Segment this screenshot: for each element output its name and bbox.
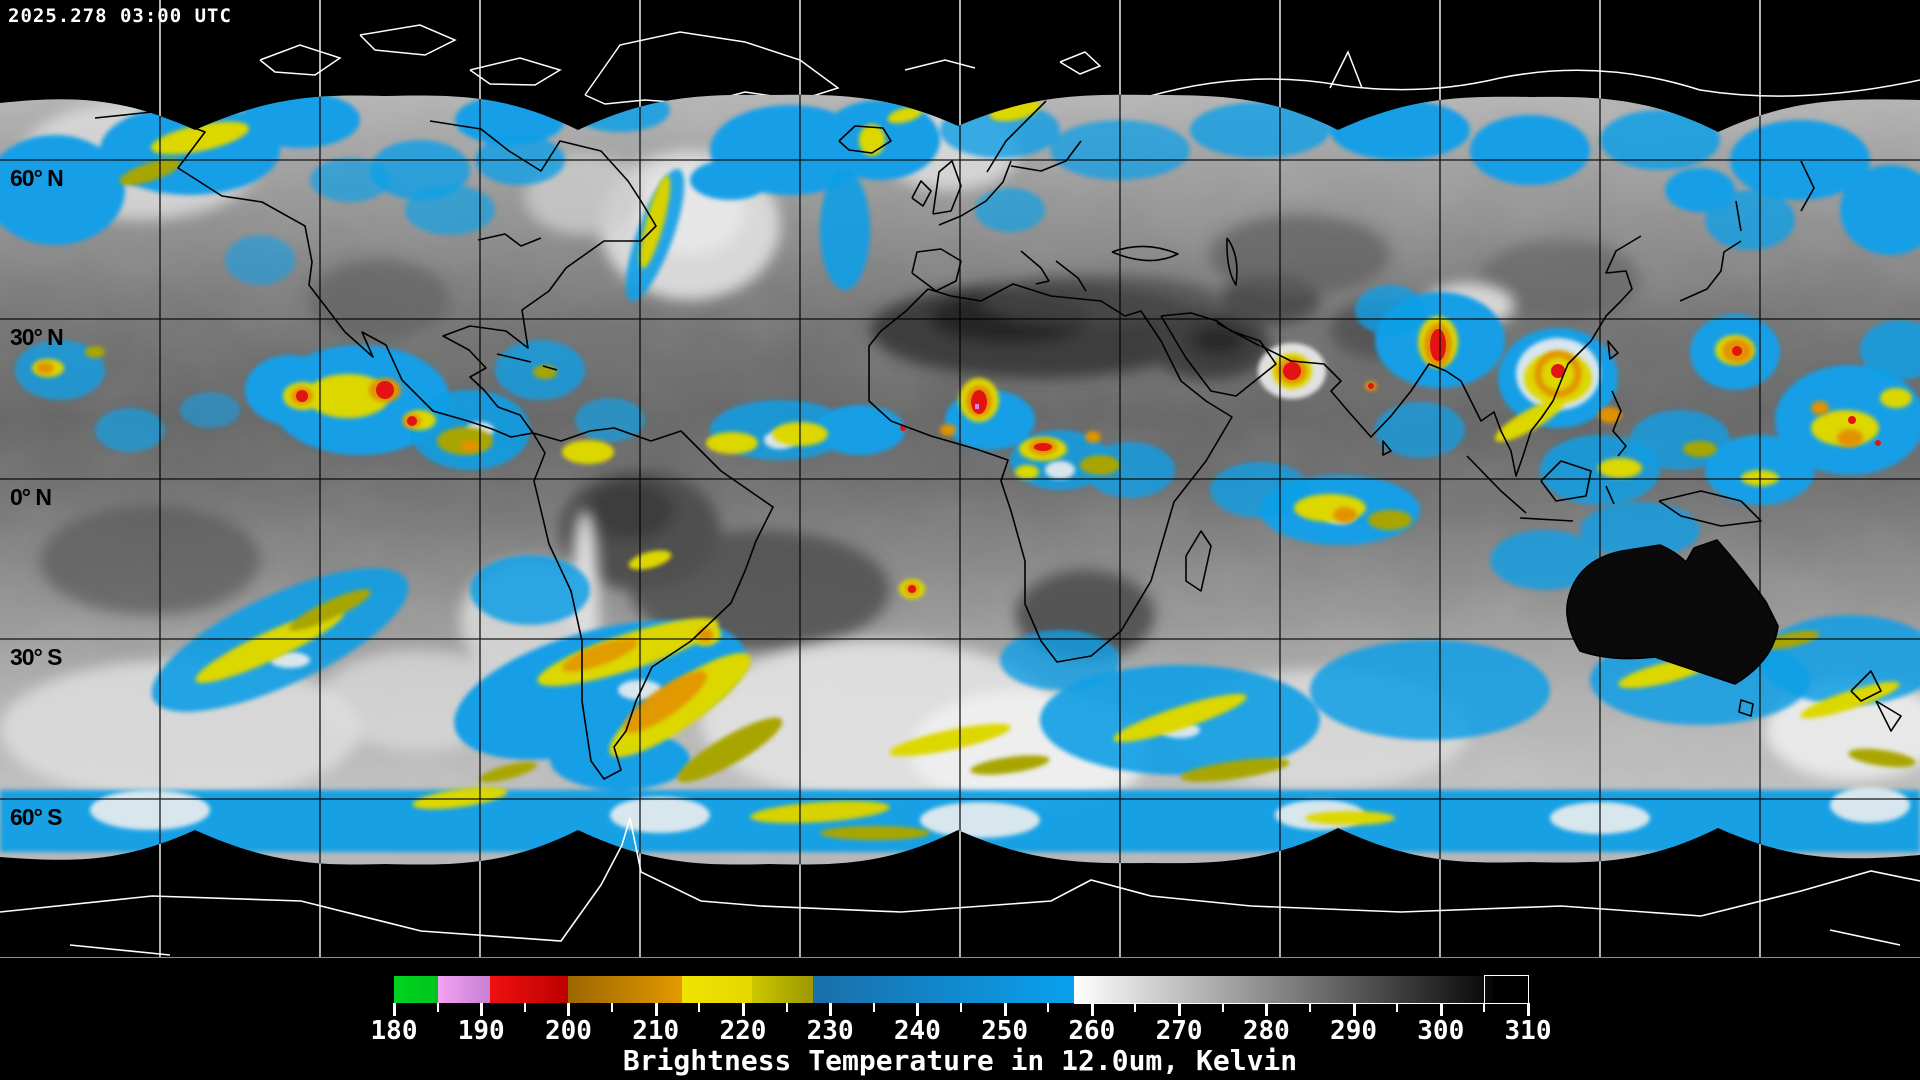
cold-cloud-red bbox=[296, 329, 1881, 593]
colorbar-major-tick bbox=[916, 1003, 920, 1016]
colorbar-minor-tick bbox=[523, 1003, 526, 1012]
colorbar-segment bbox=[1074, 976, 1494, 1003]
colorbar-major-tick bbox=[480, 1003, 484, 1016]
colorbar-tick-label: 270 bbox=[1155, 1016, 1203, 1046]
colorbar-tick-label: 230 bbox=[806, 1016, 854, 1046]
colorbar-segment bbox=[751, 976, 813, 1003]
coastlines bbox=[94, 100, 1902, 780]
colorbar-minor-tick bbox=[698, 1003, 701, 1012]
colorbar-minor-tick bbox=[1047, 1003, 1050, 1012]
colorbar-major-tick bbox=[1439, 1003, 1443, 1016]
graticule-black bbox=[0, 94, 1920, 865]
colorbar-tick-label: 200 bbox=[544, 1016, 592, 1046]
colorbar-tick-label: 220 bbox=[719, 1016, 767, 1046]
colorbar-end-outline bbox=[1484, 975, 1529, 1004]
south-america-coast bbox=[532, 427, 774, 780]
latitude-label: 30° S bbox=[10, 644, 63, 670]
colorbar-minor-tick bbox=[1308, 1003, 1311, 1012]
colorbar-segment bbox=[681, 976, 752, 1003]
latitude-label: 0° N bbox=[10, 484, 52, 510]
colorbar-segment bbox=[568, 976, 682, 1003]
colorbar-segment bbox=[394, 976, 438, 1003]
coldest-violet-speck bbox=[975, 404, 979, 409]
colorbar-tick-label: 280 bbox=[1242, 1016, 1290, 1046]
antarctica-coastline bbox=[0, 817, 1920, 956]
colorbar-minor-tick bbox=[1396, 1003, 1399, 1012]
colorbar-major-tick bbox=[1265, 1003, 1269, 1016]
colorbar-tick-label: 190 bbox=[457, 1016, 505, 1046]
colorbar-tick-label: 290 bbox=[1330, 1016, 1378, 1046]
colorbar-minor-tick bbox=[436, 1003, 439, 1012]
colorbar-tick-label: 250 bbox=[981, 1016, 1029, 1046]
colorbar-minor-tick bbox=[1134, 1003, 1137, 1012]
colorbar-tick-label: 310 bbox=[1504, 1016, 1552, 1046]
latitude-label: 60° N bbox=[10, 165, 64, 191]
colorbar-minor-tick bbox=[960, 1003, 962, 1012]
colorbar-minor-tick bbox=[1483, 1003, 1486, 1012]
colorbar-major-tick bbox=[829, 1003, 833, 1016]
colorbar-segment bbox=[1493, 976, 1528, 1003]
colorbar-major-tick bbox=[1527, 1003, 1530, 1016]
north-america-coast bbox=[94, 111, 657, 438]
colorbar-gradient bbox=[394, 976, 1528, 1003]
colorbar-major-tick bbox=[393, 1003, 396, 1016]
colorbar-tick-label: 240 bbox=[893, 1016, 941, 1046]
bright-cloud-masses bbox=[0, 100, 1920, 810]
colorbar-major-tick bbox=[1178, 1003, 1182, 1016]
colorbar-minor-tick bbox=[1221, 1003, 1224, 1012]
colorbar-major-tick bbox=[741, 1003, 745, 1016]
europe-coast bbox=[838, 100, 1238, 292]
colorbar-minor-tick bbox=[872, 1003, 875, 1012]
colorbar-segment bbox=[437, 976, 490, 1003]
map-bottom-border bbox=[0, 957, 1920, 958]
australia-hot-region bbox=[1566, 539, 1779, 685]
colorbar-tick-label: 210 bbox=[632, 1016, 680, 1046]
data-region bbox=[0, 94, 1920, 865]
asia-coast bbox=[1160, 160, 1815, 477]
colorbar-tick-label: 180 bbox=[370, 1016, 418, 1046]
colorbar-segment bbox=[489, 976, 569, 1003]
colorbar-tick-label: 260 bbox=[1068, 1016, 1116, 1046]
colorbar-segment bbox=[812, 976, 1075, 1003]
colorbar-major-tick bbox=[1003, 1003, 1007, 1016]
tasmania-nz-coast bbox=[1738, 670, 1902, 732]
colorbar-minor-tick bbox=[785, 1003, 788, 1012]
colorbar-major-tick bbox=[1352, 1003, 1356, 1016]
africa-coast bbox=[868, 283, 1233, 663]
colorbar-minor-tick bbox=[611, 1003, 614, 1012]
latitude-label: 60° S bbox=[10, 804, 63, 830]
world-map bbox=[0, 0, 1920, 957]
colorbar-baseline bbox=[1074, 1003, 1528, 1004]
colorbar-major-tick bbox=[567, 1003, 571, 1016]
colorbar-title: Brightness Temperature in 12.0um, Kelvin bbox=[622, 1044, 1298, 1077]
indonesia-coast bbox=[1466, 455, 1762, 527]
latitude-label: 30° N bbox=[10, 324, 64, 350]
timestamp: 2025.278 03:00 UTC bbox=[8, 5, 232, 27]
colorbar-tick-label: 300 bbox=[1417, 1016, 1465, 1046]
colorbar-major-tick bbox=[654, 1003, 658, 1016]
colorbar-major-tick bbox=[1090, 1003, 1094, 1016]
